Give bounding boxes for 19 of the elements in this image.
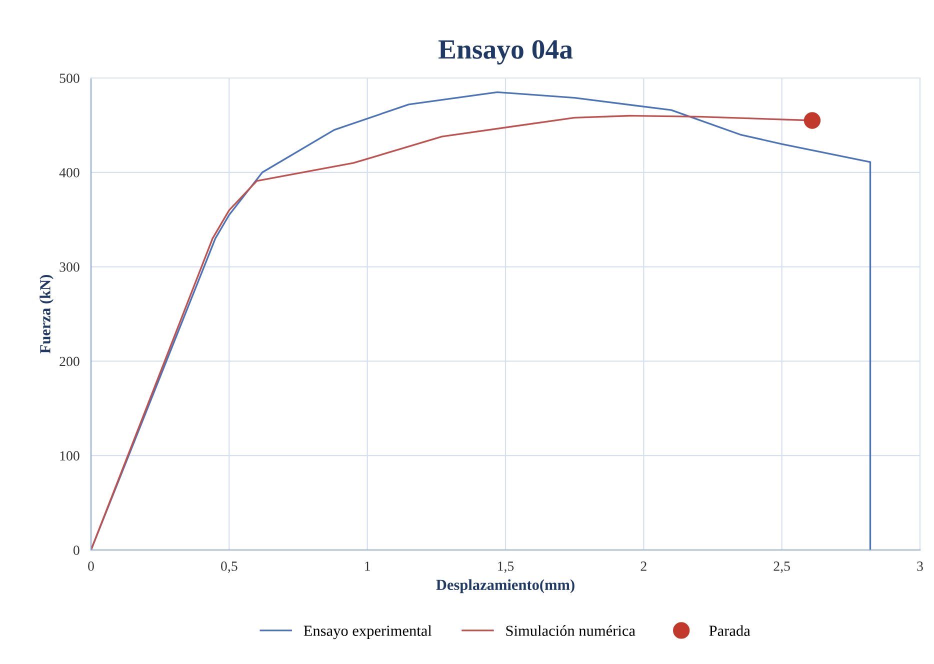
x-tick-label: 1 xyxy=(365,562,370,571)
y-axis-title: Fuerza (kN) xyxy=(40,275,54,354)
x-tick-label: 1,5 xyxy=(498,562,514,573)
chart-title: Ensayo 04a xyxy=(438,40,573,65)
x-tick-label: 2,5 xyxy=(774,562,790,573)
y-tick-label: 500 xyxy=(60,74,80,83)
y-tick-label: 100 xyxy=(60,451,80,461)
x-tick-label: 3 xyxy=(917,562,923,571)
legend-label: Simulación numérica xyxy=(506,625,636,636)
legend-label: Parada xyxy=(709,625,750,636)
legend-label: Ensayo experimental xyxy=(304,625,432,640)
y-tick-label: 0 xyxy=(73,546,80,555)
x-tick-label: 0 xyxy=(88,562,94,571)
y-tick-label: 200 xyxy=(60,356,80,366)
y-tick-label: 400 xyxy=(59,168,80,178)
x-tick-label: 0,5 xyxy=(221,562,238,573)
x-tick-label: 2 xyxy=(640,562,646,571)
y-tick-label: 300 xyxy=(60,262,80,272)
x-axis-title: Desplazamiento(mm) xyxy=(436,579,574,594)
